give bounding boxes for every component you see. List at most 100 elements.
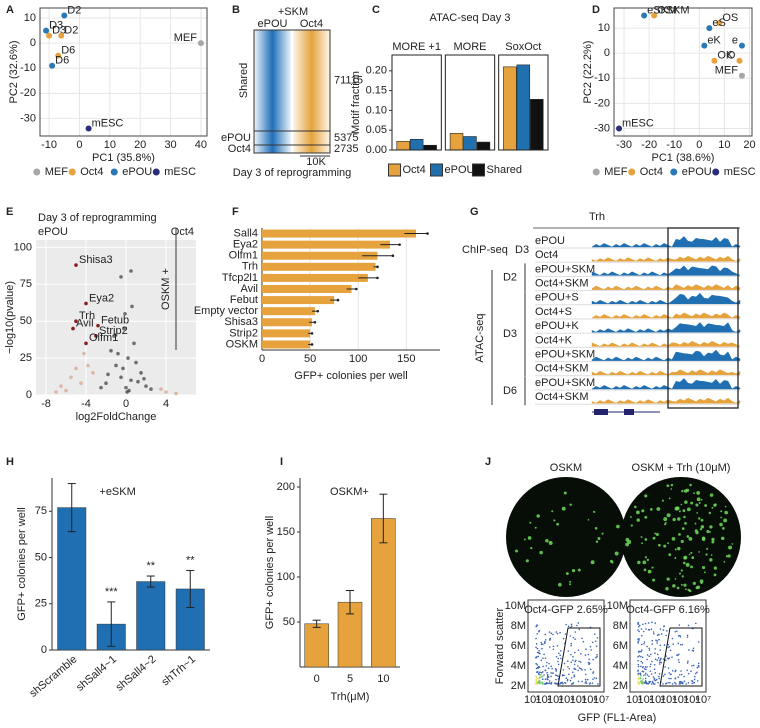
y-axis-label: PC2 (32.6%) bbox=[8, 41, 20, 104]
colony bbox=[706, 529, 710, 534]
colony bbox=[674, 506, 679, 511]
colony bbox=[721, 536, 725, 541]
event bbox=[671, 670, 674, 672]
x-tick-label: 10¹ bbox=[524, 694, 540, 706]
heatmap-frame bbox=[253, 144, 331, 154]
colony bbox=[666, 484, 670, 488]
track-label: Oct4+SKM bbox=[535, 278, 589, 290]
legend-swatch bbox=[592, 168, 600, 176]
colony bbox=[695, 503, 699, 507]
event bbox=[577, 680, 580, 683]
x-tick-label: 0 bbox=[76, 139, 82, 151]
colony bbox=[709, 493, 714, 497]
colony bbox=[563, 491, 567, 495]
gate bbox=[659, 627, 703, 687]
event bbox=[690, 670, 692, 673]
event bbox=[548, 662, 550, 665]
event bbox=[543, 653, 545, 656]
x-tick-label: 10⁵ bbox=[570, 694, 587, 706]
event bbox=[662, 683, 664, 685]
event bbox=[654, 648, 656, 650]
colony bbox=[713, 503, 717, 507]
y-tick-label: Tfcp2l1 bbox=[222, 272, 258, 284]
y-tick-label: 2M bbox=[613, 680, 628, 692]
event bbox=[646, 654, 649, 656]
scale-label: 10K bbox=[306, 156, 326, 168]
y-tick-label: 0 bbox=[41, 644, 47, 656]
event bbox=[697, 662, 700, 665]
event bbox=[640, 665, 642, 668]
event bbox=[663, 644, 666, 646]
colony bbox=[594, 526, 598, 530]
event bbox=[665, 634, 667, 637]
point-label: Eya2 bbox=[89, 292, 114, 304]
point-label: MEF bbox=[715, 65, 739, 77]
bar bbox=[423, 144, 437, 151]
legend-swatch bbox=[430, 163, 443, 177]
event bbox=[677, 676, 680, 678]
y-tick-label: 10M bbox=[607, 600, 628, 612]
event bbox=[656, 642, 658, 644]
event bbox=[554, 682, 557, 685]
event bbox=[653, 679, 656, 681]
track-signal bbox=[591, 312, 741, 319]
track-signal bbox=[591, 341, 741, 347]
colony bbox=[723, 518, 728, 523]
colony bbox=[545, 539, 549, 543]
event bbox=[541, 647, 543, 650]
event bbox=[557, 675, 560, 678]
event bbox=[649, 665, 652, 668]
event bbox=[586, 678, 589, 681]
y-tick-label: 8M bbox=[511, 620, 526, 632]
y-tick-label: 0 bbox=[30, 37, 36, 49]
colony bbox=[643, 568, 647, 572]
event bbox=[637, 625, 640, 628]
event bbox=[567, 665, 569, 668]
legend-label: Shared bbox=[487, 164, 522, 176]
legend-label: ePOU bbox=[122, 166, 152, 178]
colony bbox=[724, 510, 728, 515]
track-signal bbox=[591, 322, 741, 333]
event bbox=[562, 637, 565, 640]
event bbox=[662, 658, 665, 660]
bar bbox=[262, 240, 390, 249]
colony bbox=[678, 510, 681, 513]
event bbox=[544, 633, 547, 636]
colony bbox=[671, 537, 676, 541]
y-tick-label: 150 bbox=[277, 526, 295, 538]
event bbox=[567, 625, 570, 628]
event bbox=[658, 638, 660, 641]
point bbox=[711, 57, 718, 64]
event bbox=[548, 639, 551, 641]
event bbox=[556, 674, 558, 677]
x-tick-label: 10⁷ bbox=[695, 694, 711, 706]
event bbox=[653, 632, 655, 635]
panel-letter: G bbox=[470, 206, 479, 218]
event bbox=[686, 662, 689, 664]
panel-letter: I bbox=[280, 456, 283, 468]
point bbox=[174, 391, 178, 396]
event bbox=[654, 622, 657, 624]
event bbox=[546, 671, 548, 674]
colony bbox=[646, 558, 650, 562]
event bbox=[536, 647, 539, 650]
event bbox=[654, 658, 657, 661]
event bbox=[574, 651, 576, 654]
event bbox=[680, 670, 682, 672]
event bbox=[670, 677, 672, 680]
point bbox=[82, 351, 86, 356]
event bbox=[697, 664, 700, 667]
event bbox=[664, 666, 666, 668]
event bbox=[541, 675, 544, 678]
track-signal bbox=[591, 378, 741, 390]
colony bbox=[548, 540, 553, 545]
x-tick-label: 5 bbox=[347, 673, 353, 685]
y-tick-label: 25 bbox=[20, 352, 32, 364]
colony bbox=[569, 503, 572, 506]
y-tick-label: 75 bbox=[35, 505, 47, 517]
event bbox=[573, 674, 576, 677]
event bbox=[552, 645, 555, 648]
event bbox=[637, 651, 640, 653]
x-tick-label: 10¹ bbox=[626, 694, 642, 706]
event bbox=[595, 645, 598, 647]
